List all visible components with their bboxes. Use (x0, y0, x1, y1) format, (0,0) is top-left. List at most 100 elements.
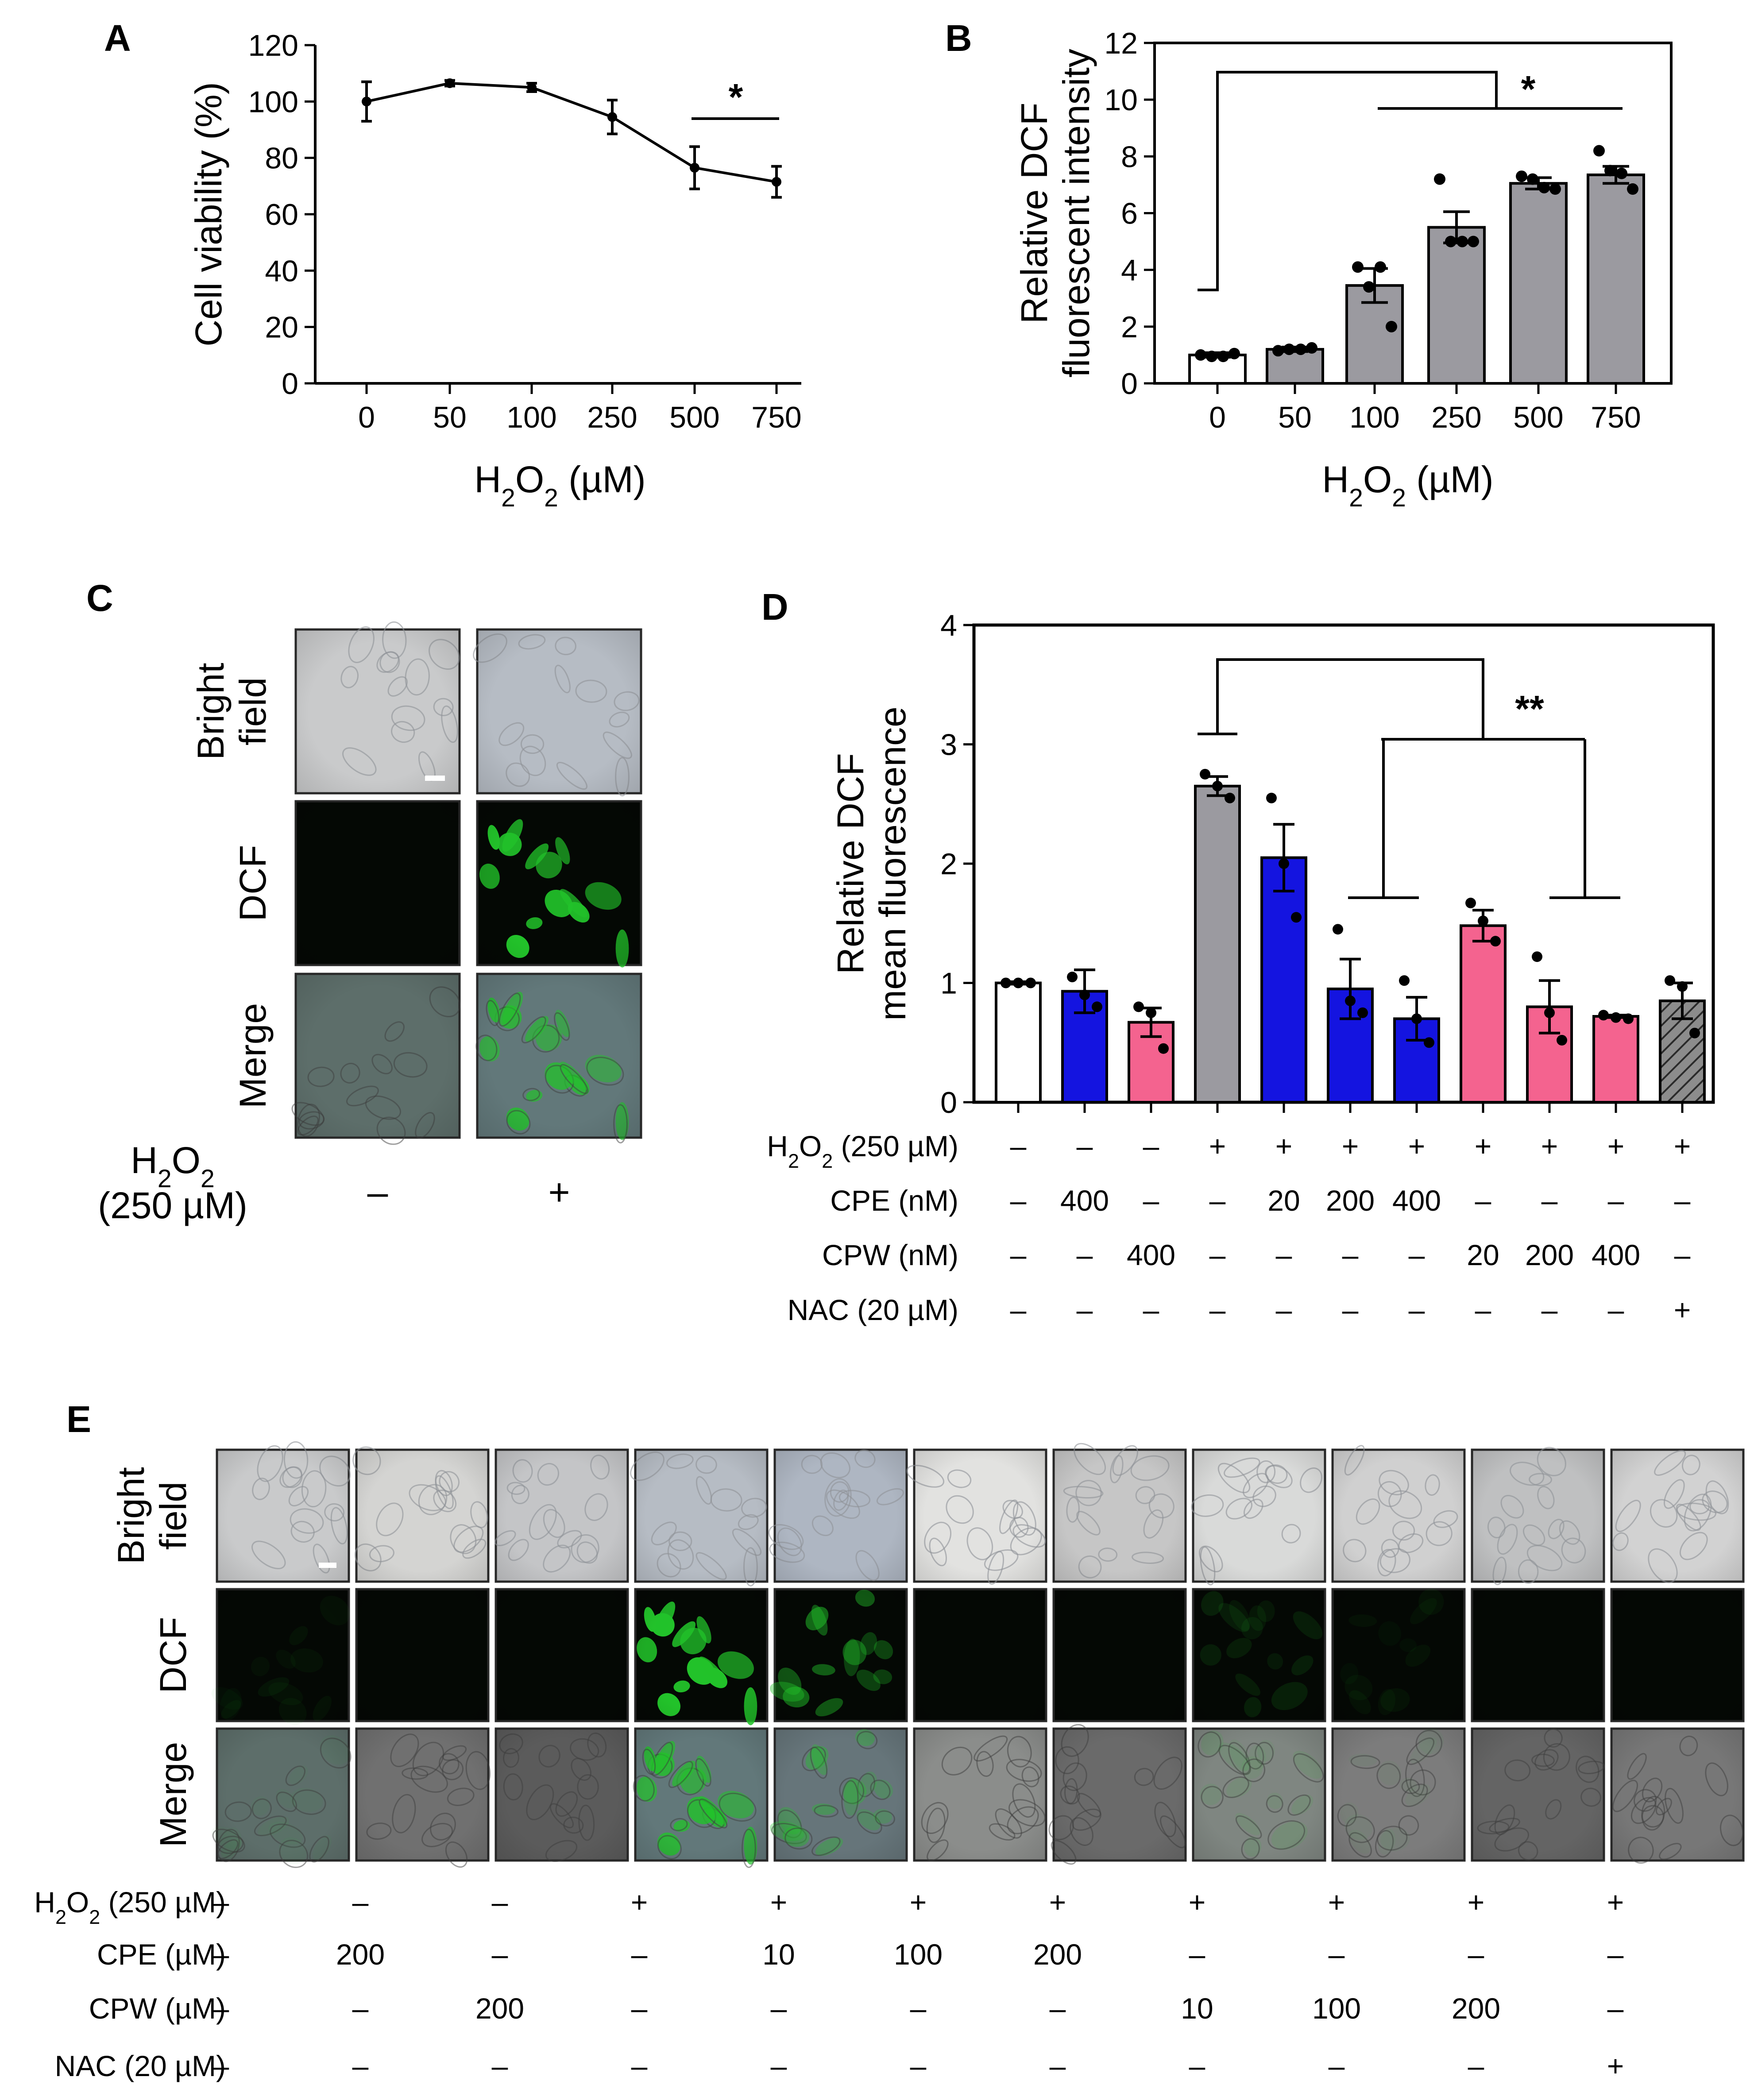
micrograph (1331, 1588, 1466, 1722)
table-cell: – (1276, 1293, 1292, 1326)
x-tick-label: 50 (1278, 401, 1312, 434)
micrograph (475, 973, 642, 1144)
panel-label-a: A (104, 17, 131, 59)
table-cell: 400 (1127, 1239, 1175, 1271)
data-point (1291, 912, 1302, 923)
significance-marker: * (1521, 68, 1536, 110)
micrograph (294, 621, 461, 795)
table-cell: – (631, 1938, 648, 1971)
micrograph-vignette (296, 629, 460, 793)
micrograph-vignette (1054, 1589, 1186, 1721)
data-point (362, 97, 371, 107)
y-tick-label: 0 (282, 367, 298, 401)
y-tick-label: 120 (248, 29, 298, 62)
data-point (1689, 1027, 1700, 1038)
data-point (1516, 170, 1527, 182)
data-point (772, 177, 781, 187)
data-point (1424, 1037, 1434, 1048)
micrograph (1052, 1588, 1187, 1722)
row-label: Merge (232, 1003, 274, 1108)
micrograph-vignette (1193, 1729, 1325, 1861)
significance-marker: ** (1515, 688, 1544, 730)
data-point (1217, 351, 1229, 363)
micrograph-vignette (1472, 1450, 1604, 1582)
micrograph-vignette (1472, 1589, 1604, 1721)
table-row-label: H2O2 (250 µM) (767, 1130, 958, 1172)
table-cell: 400 (1060, 1184, 1109, 1217)
x-tick-label: 750 (1591, 401, 1641, 434)
x-tick-label: 50 (433, 401, 467, 434)
table-row-label: CPW (nM) (822, 1239, 958, 1271)
data-point (1549, 183, 1561, 195)
data-point (1411, 1013, 1422, 1024)
micrograph (769, 1727, 908, 1862)
treatment-label: H2O2 (131, 1139, 215, 1193)
bar (1427, 226, 1486, 385)
x-tick-label: 0 (358, 401, 375, 434)
micrograph-vignette (1611, 1450, 1743, 1582)
bar (1509, 182, 1568, 385)
table-row-label: CPE (nM) (830, 1184, 958, 1217)
micrograph (1610, 1588, 1745, 1722)
data-point (1399, 975, 1410, 986)
y-tick-label: 1 (940, 967, 957, 1000)
table-cell: + (910, 1886, 927, 1919)
table-cell: – (352, 1886, 369, 1919)
table-cell: – (492, 1938, 508, 1971)
data-point (690, 162, 699, 173)
micrograph (495, 1727, 629, 1862)
table-cell: – (1010, 1239, 1027, 1271)
table-cell: – (213, 2050, 229, 2082)
data-point (1434, 173, 1445, 185)
data-point (1195, 349, 1206, 361)
data-point (1468, 235, 1479, 247)
x-axis-label: H2O2 (µM) (474, 459, 645, 512)
table-cell: – (631, 1992, 648, 2025)
data-point (1465, 897, 1476, 908)
data-point (527, 82, 537, 93)
table-cell: – (492, 2050, 508, 2082)
micrograph-vignette (296, 801, 460, 965)
y-tick-label: 4 (1121, 254, 1138, 287)
micrograph (211, 1588, 350, 1725)
table-cell: + (1468, 1886, 1485, 1919)
row-label: Merge (152, 1742, 194, 1847)
table-cell: – (1189, 1938, 1205, 1971)
micrograph-vignette (217, 1589, 349, 1721)
data-point (445, 78, 455, 88)
micrograph (352, 1446, 490, 1583)
table-cell: – (1607, 1992, 1624, 2025)
table-row-label: CPE (µM) (97, 1938, 226, 1971)
table-cell: – (1475, 1293, 1491, 1326)
micrograph (1052, 1443, 1187, 1583)
micrograph-vignette (914, 1729, 1046, 1861)
micrograph (768, 1448, 908, 1583)
micrograph (476, 800, 642, 968)
micrograph-vignette (217, 1450, 349, 1582)
significance-bracket (1198, 71, 1498, 291)
micrograph (1471, 1447, 1605, 1585)
micrograph (906, 1448, 1047, 1585)
micrograph-vignette (356, 1729, 488, 1861)
micrograph-vignette (775, 1450, 907, 1582)
data-point (1604, 165, 1616, 177)
y-tick-label: 80 (265, 142, 298, 175)
data-point (1557, 1035, 1567, 1046)
table-cell: 400 (1592, 1239, 1640, 1271)
micrograph-vignette (1472, 1729, 1604, 1861)
table-cell: – (1276, 1239, 1292, 1271)
table-cell: – (1674, 1184, 1691, 1217)
table-cell: – (1010, 1293, 1027, 1326)
data-point (1333, 924, 1343, 935)
data-point (1025, 977, 1036, 988)
x-tick-label: 500 (1513, 401, 1563, 434)
significance-bracket (1216, 658, 1484, 739)
micrograph (769, 1588, 908, 1722)
table-cell: 400 (1392, 1184, 1441, 1217)
series-line (366, 81, 777, 183)
table-cell: – (1674, 1239, 1691, 1271)
table-cell: – (1542, 1293, 1558, 1326)
y-tick-label: 2 (940, 847, 957, 881)
x-tick-label: 500 (669, 401, 719, 434)
table-cell: 200 (1033, 1938, 1082, 1971)
